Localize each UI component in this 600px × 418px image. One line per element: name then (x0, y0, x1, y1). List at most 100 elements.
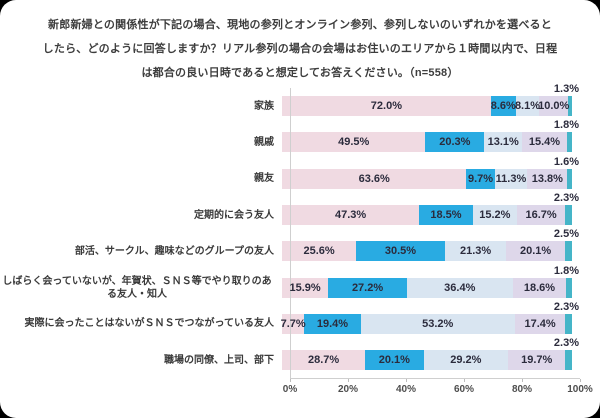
bar-segment-series-1-pink: 63.6% (282, 168, 467, 189)
chart-title-line-3: は都合の良い日時であると想定してお答えください。（n=558） (141, 67, 459, 79)
bar-segment-series-4-pale-purple: 10.0% (538, 96, 570, 117)
chart-row: 家族 1.3% 72.0% 8.6% 8.1% 10.0% (0, 83, 600, 124)
segment-value-label: 27.2% (351, 281, 384, 294)
segment-value-label: 21.3% (459, 245, 492, 258)
x-axis-tick (290, 379, 291, 383)
stacked-bar: 28.7% 20.1% 29.2% 19.7% (282, 350, 572, 371)
segment-value-label: 19.7% (521, 354, 553, 367)
segment-value-label-above: 1.3% (553, 83, 579, 96)
segment-value-label: 63.6% (358, 172, 390, 185)
segment-value-label: 28.7% (308, 354, 340, 367)
stacked-bar: 49.5% 20.3% 13.1% 15.4% (282, 132, 573, 153)
category-label-text: 部活、サークル、趣味などのグループの友人 (74, 245, 274, 257)
bar-segment-series-2-blue: 20.1% (365, 350, 424, 371)
segment-value-label: 25.6% (303, 245, 335, 258)
category-label-text: 親友 (254, 173, 274, 185)
category-label-text: しばらく会っていないが、年賀状、ＳＮＳ等でやり取りのある友人・知人 (2, 275, 272, 300)
bar-segment-series-2-blue: 18.5% (419, 205, 473, 226)
chart-row: 親戚 1.8% 49.5% 20.3% 13.1% 15.4% (0, 119, 600, 160)
x-axis-tick-label: 0% (282, 384, 298, 396)
bar-segment-series-3-pale-blue: 36.4% (406, 277, 513, 298)
chart-row: 部活、サークル、趣味などのグループの友人 2.5% 25.6% 30.5% 21.3% 2… (0, 228, 600, 269)
bar-wrap: 1.6% 63.6% 9.7% 11.3% 13.8% (282, 156, 579, 189)
x-axis-tick-label: 60% (453, 384, 475, 396)
bar-segment-series-3-pale-blue: 29.2% (423, 350, 509, 371)
bar-segment-series-1-pink: 72.0% (282, 96, 491, 117)
segment-value-label: 30.5% (384, 245, 417, 258)
x-axis-tick-label: 40% (395, 384, 417, 396)
category-label-text: 親戚 (254, 136, 274, 148)
bar-segment-series-5-teal (566, 132, 573, 153)
bar-segment-series-4-pale-purple: 16.7% (516, 205, 566, 226)
bar-segment-series-3-pale-blue: 15.2% (472, 205, 517, 226)
stacked-bar: 47.3% 18.5% 15.2% 16.7% (282, 205, 572, 226)
segment-value-label: 10.0% (538, 100, 570, 113)
category-label: 家族 (0, 100, 282, 113)
category-label: 定期的に会う友人 (0, 209, 282, 222)
segment-value-label: 13.8% (531, 172, 563, 185)
bar-segment-series-2-blue: 20.3% (425, 132, 485, 153)
chart-row: 親友 1.6% 63.6% 9.7% 11.3% 13.8% (0, 156, 600, 197)
x-axis-tick-label: 80% (511, 384, 533, 396)
chart-row: 定期的に会う友人 2.3% 47.3% 18.5% 15.2% 16.7% (0, 192, 600, 233)
x-axis-tick (406, 379, 407, 383)
category-label-text: 実際に会ったことはないがＳＮＳでつながっている友人 (24, 318, 275, 330)
segment-value-label: 20.1% (519, 245, 552, 258)
category-label: 職場の同僚、上司、部下 (0, 354, 282, 367)
bar-segment-series-3-pale-blue: 53.2% (360, 313, 515, 334)
chart-row: しばらく会っていないが、年賀状、ＳＮＳ等でやり取りのある友人・知人 1.8% 15.… (0, 265, 600, 305)
segment-value-label: 7.7% (280, 317, 306, 330)
category-label: 親戚 (0, 136, 282, 149)
x-axis-tick-label: 20% (337, 384, 359, 396)
chart-row: 実際に会ったことはないがＳＮＳでつながっている友人 2.3% 7.7% 19.4% 53… (0, 301, 600, 342)
bar-segment-series-5-teal (568, 96, 572, 117)
segment-value-label: 20.1% (378, 354, 410, 367)
bar-wrap: 2.3% 47.3% 18.5% 15.2% 16.7% (282, 192, 579, 226)
category-label: 部活、サークル、趣味などのグループの友人 (0, 245, 282, 258)
segment-value-label: 20.3% (439, 136, 471, 149)
stacked-bar: 15.9% 27.2% 36.4% 18.6% (282, 277, 572, 298)
segment-value-label: 9.7% (467, 172, 494, 185)
segment-value-label: 29.2% (450, 354, 482, 367)
bar-wrap: 2.3% 28.7% 20.1% 29.2% 19.7% (282, 337, 579, 371)
bar-wrap: 1.8% 49.5% 20.3% 13.1% 15.4% (282, 119, 579, 153)
segment-value-label: 15.2% (479, 209, 511, 222)
segment-value-label: 18.5% (430, 209, 462, 222)
segment-value-label: 8.1% (514, 100, 541, 113)
bar-segment-series-5-teal (566, 277, 572, 298)
segment-value-label: 53.2% (422, 317, 454, 330)
x-axis-tick (522, 379, 523, 383)
segment-value-label: 15.4% (528, 136, 561, 149)
bar-segment-series-1-pink: 47.3% (282, 205, 420, 226)
bar-segment-series-5-teal (565, 313, 572, 334)
x-axis: 0% 20% 40% 60% 80% 100% (283, 378, 593, 399)
bar-segment-series-2-blue: 27.2% (328, 277, 407, 298)
bar-segment-series-3-pale-blue: 8.1% (514, 96, 541, 117)
stacked-bar: 72.0% 8.6% 8.1% 10.0% (282, 96, 572, 117)
bar-wrap: 2.5% 25.6% 30.5% 21.3% 20.1% (282, 228, 579, 262)
category-label: 実際に会ったことはないがＳＮＳでつながっている友人 (0, 317, 282, 330)
chart-title-line-1: 新郎新婦との関係性が下記の場合、現地の参列とオンライン参列、参列しないのいずれか… (48, 19, 552, 31)
stacked-bar: 7.7% 19.4% 53.2% 17.4% (280, 313, 572, 334)
bar-segment-series-4-pale-purple: 13.8% (527, 168, 568, 189)
chart-row: 職場の同僚、上司、部下 2.3% 28.7% 20.1% 29.2% 19.7% (0, 337, 600, 378)
segment-value-label: 19.4% (316, 317, 349, 330)
bar-segment-series-4-pale-purple: 15.4% (522, 132, 567, 153)
segment-value-label: 49.5% (338, 136, 370, 149)
segment-value-label: 16.7% (525, 209, 557, 222)
bar-wrap: 2.3% 7.7% 19.4% 53.2% 17.4% (280, 301, 579, 334)
segment-value-label: 11.3% (495, 172, 527, 185)
bar-segment-series-4-pale-purple: 20.1% (506, 241, 565, 262)
segment-value-label: 15.9% (289, 281, 321, 294)
bar-segment-series-4-pale-purple: 19.7% (508, 350, 566, 371)
category-label-text: 職場の同僚、上司、部下 (164, 354, 274, 366)
category-label: しばらく会っていないが、年賀状、ＳＮＳ等でやり取りのある友人・知人 (0, 275, 282, 301)
category-label-text: 家族 (254, 100, 274, 112)
bar-segment-series-2-blue: 8.6% (491, 96, 516, 117)
category-label-text: 定期的に会う友人 (194, 209, 274, 221)
bar-segment-series-3-pale-blue: 11.3% (494, 168, 528, 189)
bar-segment-series-2-blue: 30.5% (356, 241, 445, 262)
segment-value-label-above: 1.6% (553, 155, 579, 168)
segment-value-label-above: 1.8% (553, 264, 579, 277)
stacked-bar-chart: 家族 1.3% 72.0% 8.6% 8.1% 10.0% 親戚 1.8% 49.5% 20.3%… (0, 83, 600, 399)
